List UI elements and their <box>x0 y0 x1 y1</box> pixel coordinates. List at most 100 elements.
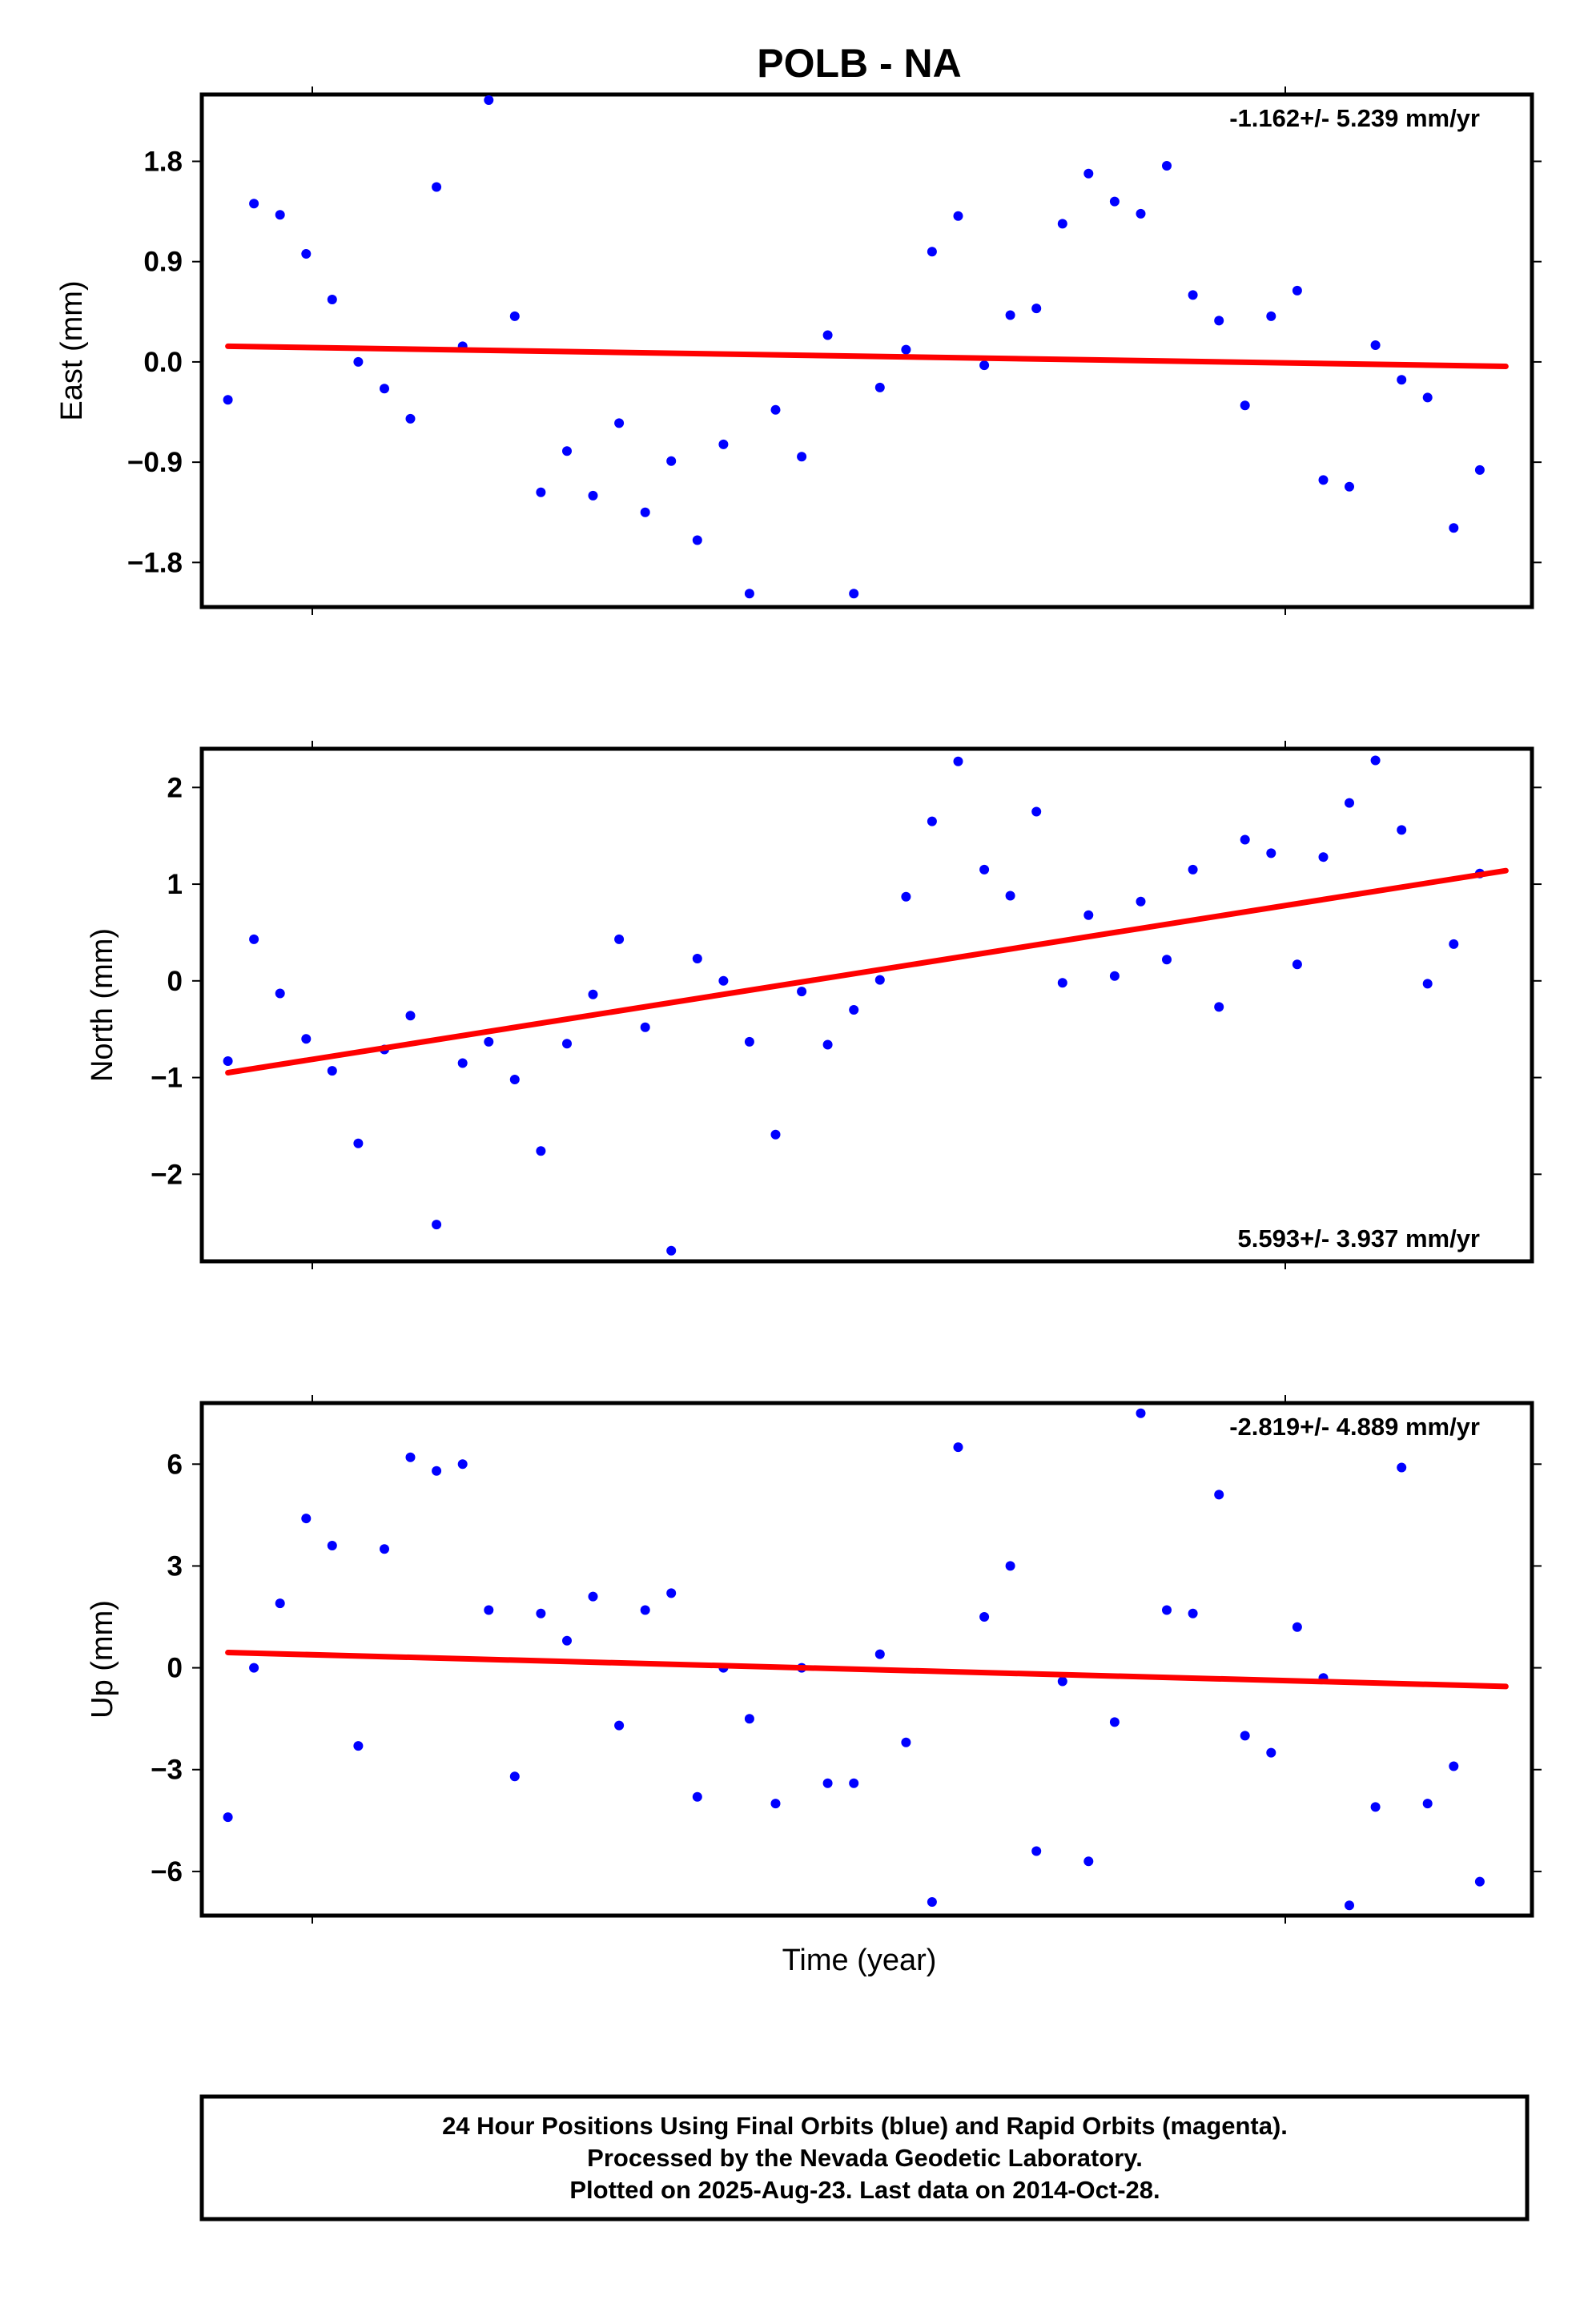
up-data-point <box>614 1720 625 1731</box>
north-data-point <box>718 975 729 986</box>
up-data-point <box>380 1544 389 1554</box>
up-data-point <box>432 1466 442 1476</box>
up-data-point <box>901 1737 911 1747</box>
north-data-point <box>692 954 702 963</box>
east-y-tick-label: −0.9 <box>127 447 183 478</box>
up-data-point <box>1345 1900 1354 1911</box>
east-data-point <box>1162 161 1172 171</box>
up-data-point <box>927 1897 937 1907</box>
up-trend-line <box>225 1650 1509 1690</box>
east-data-point <box>327 295 337 304</box>
east-data-point <box>562 446 572 456</box>
up-y-axis-label: Up (mm) <box>86 1600 119 1719</box>
up-data-point <box>457 1459 468 1470</box>
north-data-point <box>822 1039 833 1050</box>
east-data-point <box>953 211 963 221</box>
east-plot-frame <box>199 92 1534 609</box>
north-data-point <box>1449 939 1459 949</box>
east-data-point <box>353 356 364 367</box>
north-data-point <box>1292 959 1302 970</box>
north-data-point <box>1109 971 1120 981</box>
east-data-point <box>1422 392 1433 403</box>
up-data-point <box>770 1799 781 1809</box>
up-data-point <box>249 1663 259 1673</box>
up-data-point <box>1031 1846 1042 1856</box>
east-y-tick-label: 0.0 <box>143 347 183 378</box>
up-y-tick-label: 0 <box>167 1653 183 1684</box>
up-data-point <box>1005 1561 1015 1571</box>
up-data-point <box>822 1778 833 1788</box>
north-y-tick-label: 2 <box>167 772 183 803</box>
x-axis-label: Time (year) <box>782 1944 937 1977</box>
east-data-point <box>692 535 702 545</box>
east-y-axis-label: East (mm) <box>55 280 89 420</box>
north-data-point <box>588 989 598 999</box>
north-data-point <box>1136 896 1146 907</box>
north-data-point <box>1162 955 1172 965</box>
up-data-point <box>979 1612 990 1622</box>
up-data-point <box>1188 1608 1198 1618</box>
north-data-point <box>223 1056 233 1066</box>
east-data-point <box>223 395 233 405</box>
east-data-point <box>1031 304 1042 314</box>
north-data-point <box>1422 979 1433 989</box>
north-data-point <box>1397 825 1407 835</box>
north-data-point <box>457 1058 468 1068</box>
north-data-point <box>1083 910 1094 920</box>
north-rate-label: 5.593+/- 3.937 mm/yr <box>1238 1224 1480 1252</box>
east-data-point <box>1240 400 1250 411</box>
north-data-point <box>744 1036 754 1047</box>
north-data-point <box>1370 755 1381 766</box>
north-data-point <box>327 1066 337 1076</box>
up-data-point <box>1474 1876 1485 1887</box>
east-data-point <box>1370 340 1381 350</box>
up-data-point <box>301 1514 312 1524</box>
north-data-point <box>432 1220 442 1230</box>
up-data-point <box>484 1605 494 1615</box>
footer-line-1: 24 Hour Positions Using Final Orbits (bl… <box>442 2112 1288 2140</box>
north-data-point <box>1266 848 1276 858</box>
up-data-point <box>1370 1802 1381 1812</box>
east-data-point <box>275 210 285 220</box>
up-data-point <box>874 1649 885 1659</box>
east-data-point <box>1083 168 1094 179</box>
east-y-tick-label: −1.8 <box>127 547 183 578</box>
north-data-point <box>353 1138 364 1148</box>
up-data-point <box>327 1541 337 1550</box>
east-data-point <box>432 182 442 192</box>
up-data-point <box>666 1588 677 1598</box>
up-data-point <box>562 1635 572 1646</box>
north-data-point <box>1240 834 1250 845</box>
up-data-point <box>1449 1761 1459 1771</box>
north-data-point <box>1057 978 1067 988</box>
north-data-point <box>666 1245 677 1256</box>
north-data-point <box>405 1011 416 1021</box>
up-data-point <box>1109 1717 1120 1727</box>
north-y-tick-label: 1 <box>167 869 183 900</box>
north-data-point <box>770 1129 781 1140</box>
east-data-point <box>744 589 754 599</box>
east-data-point <box>640 507 650 517</box>
footer-line-3: Plotted on 2025-Aug-23. Last data on 201… <box>569 2176 1160 2204</box>
north-data-point <box>1031 806 1042 817</box>
east-data-point <box>1266 311 1276 321</box>
north-data-point <box>1005 891 1015 901</box>
footer-box <box>199 2094 1530 2221</box>
north-data-point <box>301 1034 312 1044</box>
east-data-point <box>1318 475 1329 485</box>
east-data-point <box>614 418 625 428</box>
east-data-point <box>666 456 677 466</box>
up-y-tick-label: 3 <box>167 1550 183 1582</box>
north-data-point <box>562 1039 572 1049</box>
north-y-tick-label: −2 <box>151 1159 183 1190</box>
north-data-point <box>275 988 285 999</box>
east-data-point <box>718 439 729 449</box>
up-data-point <box>1214 1490 1224 1500</box>
east-data-point <box>536 487 546 497</box>
up-data-point <box>275 1598 285 1609</box>
north-data-point <box>953 756 963 766</box>
east-data-point <box>1345 481 1354 492</box>
up-data-point <box>1292 1622 1302 1632</box>
up-plot-frame <box>199 1401 1534 1918</box>
